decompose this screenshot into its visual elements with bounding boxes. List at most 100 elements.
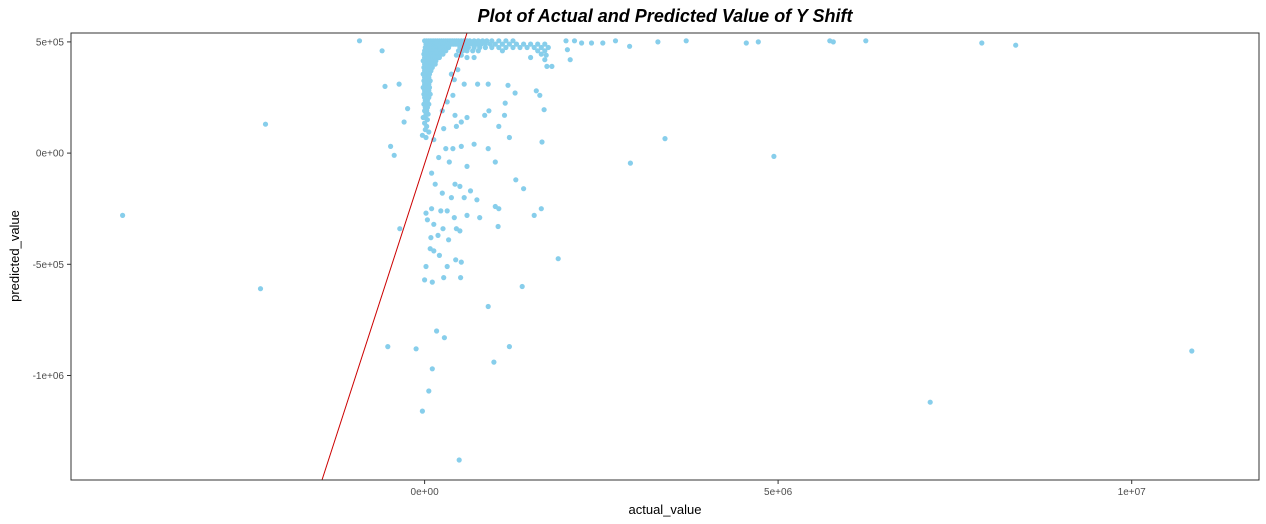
data-point — [503, 44, 509, 51]
data-point — [612, 38, 619, 44]
data-point — [513, 41, 520, 47]
data-point — [464, 48, 470, 54]
data-point — [379, 48, 385, 54]
y-tick-label: -1e+06 — [33, 371, 65, 382]
data-point — [446, 159, 452, 165]
data-point — [482, 44, 488, 51]
data-point — [413, 346, 419, 352]
data-point — [441, 335, 447, 341]
data-point — [464, 212, 470, 218]
data-point — [506, 134, 512, 141]
data-point — [564, 47, 571, 53]
data-point — [458, 259, 464, 265]
data-point — [423, 263, 429, 270]
data-point — [452, 112, 458, 118]
data-point — [506, 344, 512, 350]
data-point — [535, 48, 541, 54]
data-point — [391, 152, 397, 158]
data-point — [464, 54, 470, 61]
data-point — [539, 139, 545, 145]
data-point — [503, 38, 509, 44]
y-axis-label: predicted_value — [7, 210, 22, 302]
data-point — [464, 114, 470, 121]
data-point — [486, 108, 492, 114]
data-point — [470, 48, 476, 54]
plot-panel-border — [70, 32, 1260, 481]
data-point — [579, 40, 585, 46]
data-point — [262, 121, 269, 127]
data-point — [528, 41, 534, 47]
x-axis-label: actual_value — [629, 502, 702, 517]
data-point — [396, 81, 402, 87]
data-point — [444, 99, 450, 105]
data-point — [388, 143, 394, 149]
data-point — [502, 100, 508, 106]
data-point — [431, 248, 437, 254]
data-point — [549, 63, 555, 69]
data-point — [438, 208, 444, 214]
data-point — [435, 232, 441, 238]
data-point — [446, 237, 452, 243]
data-point — [467, 188, 474, 194]
data-point — [496, 123, 502, 129]
data-point — [453, 257, 459, 263]
data-point — [495, 223, 501, 230]
data-point — [505, 82, 511, 88]
data-point — [499, 48, 505, 54]
data-point — [444, 263, 450, 270]
data-point — [458, 119, 464, 125]
data-point — [485, 146, 491, 152]
data-point — [683, 38, 689, 44]
data-point — [471, 141, 477, 147]
data-point — [423, 134, 429, 141]
data-point — [401, 119, 407, 125]
data-point — [429, 206, 435, 212]
x-axis-ticks: 0e+00 5e+06 1e+07 — [411, 480, 1146, 498]
data-point — [496, 38, 502, 44]
data-point — [434, 328, 440, 334]
reference-line-layer — [321, 33, 468, 480]
data-point — [743, 40, 749, 46]
data-point — [555, 256, 561, 262]
data-point — [542, 48, 548, 54]
data-point — [426, 388, 432, 394]
data-point — [440, 51, 446, 57]
data-point — [444, 208, 450, 214]
data-point — [501, 112, 508, 118]
data-point — [432, 181, 438, 187]
data-point — [655, 39, 661, 45]
data-point — [571, 38, 578, 44]
data-point — [450, 146, 456, 152]
data-point — [927, 399, 933, 405]
data-point — [496, 44, 502, 51]
data-point — [426, 129, 432, 135]
data-point — [538, 206, 544, 212]
data-point — [544, 63, 550, 69]
data-point — [528, 54, 534, 61]
data-point — [588, 40, 595, 46]
data-point — [521, 186, 527, 192]
data-point — [512, 90, 518, 96]
data-point — [440, 226, 446, 232]
data-point — [521, 41, 527, 47]
data-point — [423, 210, 429, 216]
data-point — [436, 54, 442, 61]
data-point — [475, 81, 481, 87]
data-point — [432, 61, 438, 67]
data-point — [458, 143, 464, 149]
y-tick-label: 0e+00 — [36, 149, 65, 160]
data-point — [453, 52, 459, 58]
data-point — [436, 252, 442, 258]
data-point — [474, 197, 480, 203]
data-point — [1189, 348, 1195, 354]
data-point — [405, 106, 411, 112]
data-point — [382, 83, 388, 89]
data-point — [489, 44, 495, 51]
data-point — [441, 275, 447, 281]
data-point — [452, 181, 458, 187]
data-point — [471, 54, 477, 61]
data-point — [457, 228, 463, 234]
data-point — [443, 146, 449, 152]
data-point — [397, 226, 403, 232]
